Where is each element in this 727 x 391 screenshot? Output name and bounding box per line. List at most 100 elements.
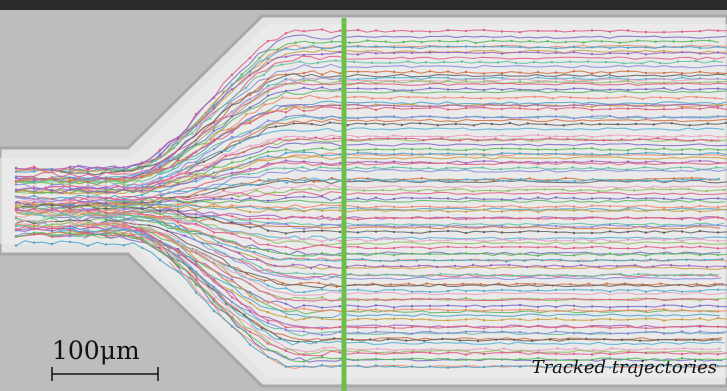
trajectory-point — [536, 153, 540, 156]
trajectory-point — [230, 197, 234, 200]
trajectory-point — [410, 46, 414, 49]
trajectory-point — [525, 188, 528, 192]
trajectory-point — [307, 258, 310, 261]
trajectory-line — [15, 134, 727, 191]
trajectory-point — [658, 61, 662, 65]
trajectory-point — [374, 108, 378, 112]
trajectory-point — [680, 318, 684, 321]
trajectory-point — [214, 295, 217, 299]
trajectory-point — [453, 264, 457, 268]
trajectory-point — [338, 305, 342, 308]
trajectory-point — [428, 247, 432, 250]
trajectory-point — [708, 39, 711, 42]
trajectory-point — [626, 230, 630, 233]
trajectory-point — [718, 347, 721, 350]
trajectory-point — [338, 246, 342, 249]
trajectory-point — [654, 177, 657, 181]
trajectory-point — [500, 52, 504, 55]
trajectory-point — [608, 205, 612, 208]
trajectory-point — [518, 135, 522, 138]
trajectory-point — [212, 197, 216, 200]
trajectory-point — [608, 306, 612, 309]
trajectory-point — [595, 258, 598, 262]
trajectory-point — [140, 182, 144, 186]
trajectory-point — [428, 318, 432, 321]
trajectory-point — [518, 330, 522, 334]
trajectory-point — [644, 30, 648, 34]
trajectory-point — [320, 195, 324, 198]
trajectory-point — [700, 347, 703, 351]
trajectory-point — [410, 76, 414, 79]
trajectory-point — [172, 146, 176, 150]
trajectory-point — [140, 173, 144, 177]
trajectory-point — [50, 234, 54, 238]
trajectory-point — [104, 207, 108, 210]
trajectory-point — [446, 29, 450, 32]
trajectory-point — [590, 245, 594, 249]
trajectory-point — [493, 273, 496, 277]
trajectory-point — [600, 40, 603, 43]
trajectory-point — [500, 224, 504, 228]
trajectory-line — [15, 232, 727, 357]
trajectory-point — [590, 210, 594, 213]
trajectory-point — [284, 252, 288, 255]
trajectory-point — [561, 188, 564, 191]
trajectory-point — [716, 71, 720, 75]
trajectory-point — [626, 134, 630, 138]
trajectory-point — [489, 189, 492, 192]
trajectory-point — [212, 269, 216, 272]
trajectory-point — [248, 226, 252, 229]
trajectory-point — [626, 29, 630, 32]
trajectory-point — [464, 308, 468, 312]
trajectory-point — [392, 351, 396, 355]
trajectory-point — [265, 168, 268, 171]
trajectory-point — [662, 217, 666, 220]
trajectory-point — [68, 178, 72, 181]
trajectory-point — [250, 325, 253, 328]
trajectory-point — [590, 72, 594, 75]
trajectory-point — [140, 236, 144, 240]
channel-inner-highlight — [0, 24, 727, 378]
trajectory-point — [409, 167, 412, 170]
trajectory-point — [482, 327, 486, 330]
trajectory-point — [392, 70, 396, 74]
trajectory-point — [158, 184, 162, 187]
trajectory-point — [302, 71, 306, 75]
trajectory-point — [248, 74, 252, 77]
trajectory-point — [554, 29, 558, 33]
trajectory-point — [392, 29, 396, 33]
trajectory-point — [428, 365, 432, 368]
trajectory-point — [543, 265, 547, 268]
trajectory-point — [338, 297, 342, 300]
trajectory-point — [572, 106, 576, 109]
trajectory-point — [320, 327, 324, 331]
trajectory-point — [676, 60, 680, 63]
trajectory-point — [248, 197, 252, 200]
trajectory-point — [537, 179, 540, 183]
trajectory-point — [698, 153, 702, 156]
trajectory-point — [392, 197, 396, 201]
trajectory-point — [32, 194, 36, 197]
trajectory-point — [662, 239, 666, 242]
trajectory-point — [482, 230, 486, 234]
trajectory-point — [662, 319, 666, 322]
trajectory-point — [320, 86, 324, 89]
trajectory-point — [518, 217, 522, 220]
trajectory-point — [118, 167, 122, 171]
trajectory-line — [15, 225, 727, 330]
trajectory-point — [154, 159, 158, 162]
trajectory-line — [199, 77, 722, 136]
trajectory-point — [32, 185, 36, 188]
trajectory-point — [446, 289, 450, 293]
trajectory-point — [477, 339, 480, 343]
trajectory-point — [536, 108, 540, 111]
trajectory-point — [302, 304, 306, 307]
trajectory-point — [572, 288, 576, 291]
trajectory-point — [698, 364, 702, 367]
trajectory-point — [572, 70, 576, 73]
trajectory-point — [608, 230, 612, 233]
trajectory-point — [190, 132, 194, 135]
trajectory-point — [392, 106, 396, 110]
trajectory-point — [706, 122, 709, 125]
